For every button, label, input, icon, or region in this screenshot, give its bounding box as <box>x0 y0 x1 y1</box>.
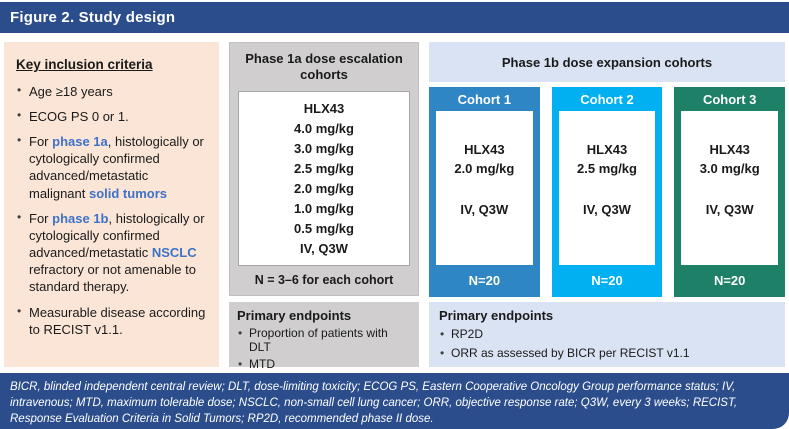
figure-title: Figure 2. Study design <box>10 9 176 26</box>
phase1a-endpoints-heading: Primary endpoints <box>237 308 352 323</box>
inclusion-item-ecog-text: ECOG PS 0 or 1. <box>29 108 129 124</box>
cohort-1-dose: 2.0 mg/kg <box>454 160 515 176</box>
inclusion-item-age: Age ≥18 years <box>16 83 207 100</box>
figure-title-bar: Figure 2. Study design <box>0 2 789 33</box>
phase1a-endpoint-mtd-text: MTD <box>249 357 275 371</box>
cohort-2-dose: 2.5 mg/kg <box>577 160 637 176</box>
cohort-3-card: Cohort 3 HLX43 3.0 mg/kg IV, Q3W N=20 <box>674 87 786 297</box>
inclusion-criteria-list: Age ≥18 years ECOG PS 0 or 1. For phase … <box>16 83 207 338</box>
phase1a-endpoints-panel: Primary endpoints Proportion of patients… <box>229 302 419 371</box>
phase1a-heading: Phase 1a dose escalation cohorts <box>245 51 403 83</box>
phase1a-dose-level: 3.0 mg/kg <box>294 140 354 156</box>
phase1a-dose-level: 2.5 mg/kg <box>294 160 354 176</box>
cohort-1-body: HLX43 2.0 mg/kg IV, Q3W <box>436 111 533 265</box>
cohort-2-route: IV, Q3W <box>583 201 631 217</box>
cohort-2-body: HLX43 2.5 mg/kg IV, Q3W <box>558 111 656 265</box>
inclusion-phase1b-suffix: refractory or not amenable to standard t… <box>29 262 196 295</box>
phase1b-column: Phase 1b dose expansion cohorts Cohort 1… <box>429 42 786 367</box>
inclusion-item-measurable-text: Measurable disease according to RECIST v… <box>29 304 206 337</box>
cohort-3-body: HLX43 3.0 mg/kg IV, Q3W <box>681 111 779 265</box>
phase1a-panel: Phase 1a dose escalation cohorts HLX43 4… <box>229 42 419 296</box>
inclusion-item-phase1b: For phase 1b, histologically or cytologi… <box>16 210 207 296</box>
inclusion-criteria-heading: Key inclusion criteria <box>16 57 153 72</box>
cohort-2-card: Cohort 2 HLX43 2.5 mg/kg IV, Q3W N=20 <box>551 87 663 297</box>
inclusion-criteria-panel: Key inclusion criteria Age ≥18 years ECO… <box>4 42 219 367</box>
inclusion-solid-tumors-term: solid tumors <box>88 185 167 201</box>
cohort-3-drug: HLX43 <box>709 142 750 157</box>
abbreviations-footnote-bar: BICR, blinded independent central review… <box>0 373 789 429</box>
phase1a-column: Phase 1a dose escalation cohorts HLX43 4… <box>229 42 419 371</box>
cohort-3-sample-size: N=20 <box>713 273 746 288</box>
phase1b-endpoint-orr: ORR as assessed by BICR per RECIST v1.1 <box>439 346 775 360</box>
cohort-3-dose: 3.0 mg/kg <box>699 160 760 176</box>
cohort-1-sample-size: N=20 <box>468 273 501 288</box>
phase1a-route: IV, Q3W <box>300 240 348 256</box>
phase1b-heading: Phase 1b dose expansion cohorts <box>501 54 713 70</box>
phase1b-endpoints-list: RP2D ORR as assessed by BICR per RECIST … <box>439 327 775 360</box>
inclusion-phase1b-term: phase 1b <box>52 210 109 226</box>
inclusion-phase1a-middle: , histologically or cytologically confir… <box>29 134 204 201</box>
inclusion-item-ecog: ECOG PS 0 or 1. <box>16 108 207 125</box>
phase1a-cohort-size-note: N = 3–6 for each cohort <box>254 273 394 287</box>
phase1b-cohorts-row: Cohort 1 HLX43 2.0 mg/kg IV, Q3W N=20 Co… <box>429 87 786 297</box>
phase1a-dose-level: 0.5 mg/kg <box>294 220 354 236</box>
abbreviations-footnote-text: BICR, blinded independent central review… <box>10 381 738 425</box>
phase1a-endpoint-dlt-text: Proportion of patients with DLT <box>249 326 388 354</box>
figure-body: Key inclusion criteria Age ≥18 years ECO… <box>0 33 789 373</box>
cohort-2-sample-size: N=20 <box>591 273 623 288</box>
cohort-1-card: Cohort 1 HLX43 2.0 mg/kg IV, Q3W N=20 <box>429 87 540 297</box>
cohort-3-header: Cohort 3 <box>702 92 757 107</box>
phase1b-endpoint-orr-text: ORR as assessed by BICR per RECIST v1.1 <box>451 346 690 360</box>
phase1a-endpoints-list: Proportion of patients with DLT MTD <box>237 326 411 371</box>
phase1a-dose-level: 2.0 mg/kg <box>294 180 354 196</box>
inclusion-item-age-text: Age ≥18 years <box>29 83 113 99</box>
cohort-2-drug: HLX43 <box>586 142 628 157</box>
phase1a-drug-name: HLX43 <box>303 100 345 116</box>
inclusion-item-measurable: Measurable disease according to RECIST v… <box>16 304 207 338</box>
phase1a-dose-box: HLX43 4.0 mg/kg 3.0 mg/kg 2.5 mg/kg 2.0 … <box>238 90 410 266</box>
phase1b-endpoint-rp2d-text: RP2D <box>451 327 484 341</box>
phase1a-endpoint-mtd: MTD <box>237 357 411 371</box>
cohort-3-route: IV, Q3W <box>705 201 754 217</box>
inclusion-item-phase1a: For phase 1a, histologically or cytologi… <box>16 133 207 202</box>
inclusion-phase1a-prefix: For <box>29 134 53 150</box>
inclusion-nsclc-term: NSCLC <box>151 245 197 261</box>
inclusion-phase1b-middle: , histologically or cytologically confir… <box>29 210 205 261</box>
phase1a-endpoint-dlt: Proportion of patients with DLT <box>237 326 411 354</box>
phase1b-endpoints-panel: Primary endpoints RP2D ORR as assessed b… <box>429 302 785 367</box>
inclusion-phase1a-term: phase 1a <box>52 134 108 150</box>
phase1b-heading-band: Phase 1b dose expansion cohorts <box>429 42 785 82</box>
cohort-1-route: IV, Q3W <box>460 201 509 217</box>
cohort-2-header: Cohort 2 <box>580 92 634 107</box>
phase1a-dose-level: 4.0 mg/kg <box>294 120 354 136</box>
phase1a-dose-level: 1.0 mg/kg <box>294 200 354 216</box>
phase1b-endpoint-rp2d: RP2D <box>439 327 775 341</box>
phase1b-endpoints-heading: Primary endpoints <box>439 308 554 323</box>
cohort-1-drug: HLX43 <box>464 142 505 157</box>
inclusion-phase1b-prefix: For <box>29 210 53 226</box>
cohort-1-header: Cohort 1 <box>457 92 512 107</box>
